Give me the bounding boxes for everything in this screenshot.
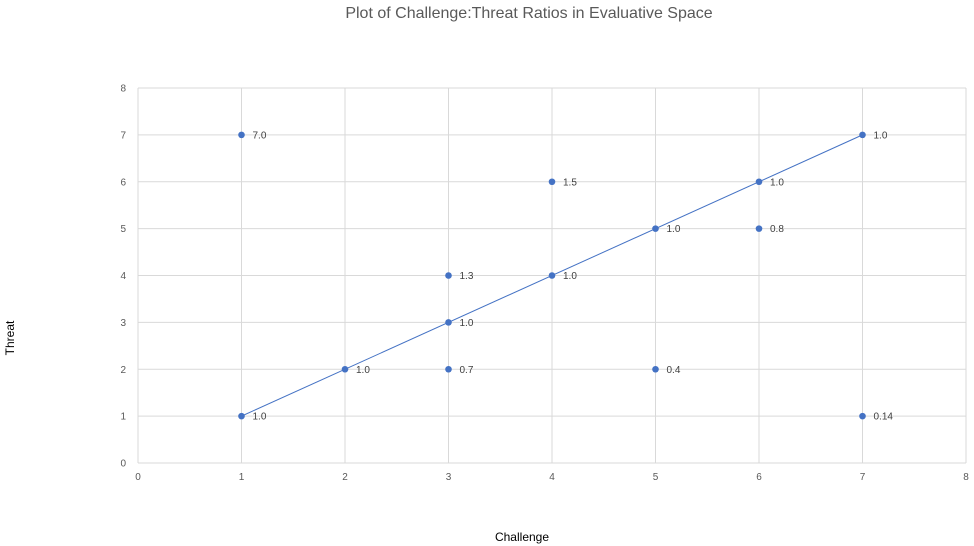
data-point — [548, 272, 556, 279]
x-tick-label: 1 — [239, 472, 245, 483]
data-point — [445, 272, 452, 279]
data-point — [445, 319, 452, 326]
x-tick-label: 3 — [446, 472, 452, 483]
y-tick-label: 2 — [120, 365, 126, 376]
data-label: 0.7 — [460, 365, 474, 376]
y-tick-label: 8 — [120, 84, 126, 95]
data-point — [859, 412, 866, 420]
data-label: 1.0 — [253, 412, 267, 423]
data-label: 1.0 — [563, 271, 577, 282]
x-tick-label: 6 — [756, 472, 762, 483]
data-label: 1.0 — [874, 130, 888, 141]
data-labels: 7.0 1.0 1.0 1.3 1.0 0.7 1.5 1.0 1.0 0.4 1.0 0.8 1.0 0… — [253, 130, 894, 422]
x-tick-label: 7 — [860, 472, 866, 483]
chart-title: Plot of Challenge:Threat Ratios in Evalu… — [345, 5, 712, 22]
data-label: 0.4 — [667, 365, 681, 376]
data-point — [238, 131, 245, 139]
x-tick-label: 8 — [963, 472, 969, 483]
data-point — [238, 412, 245, 420]
x-tick-label: 2 — [342, 472, 348, 483]
data-point — [859, 131, 866, 139]
data-label: 1.0 — [460, 318, 474, 329]
x-tick-label: 0 — [135, 472, 141, 483]
data-point — [341, 365, 349, 373]
data-label: 0.8 — [770, 224, 784, 235]
data-label: 1.0 — [770, 177, 784, 188]
x-tick-label: 5 — [653, 472, 659, 483]
data-label: 1.3 — [460, 271, 474, 282]
data-point — [445, 365, 452, 373]
y-axis-title: Threat — [3, 320, 17, 355]
data-label: 1.5 — [563, 177, 577, 188]
y-tick-label: 3 — [120, 318, 126, 329]
data-label: 7.0 — [253, 130, 267, 141]
x-axis-title: Challenge — [495, 530, 549, 544]
data-label: 1.0 — [356, 365, 370, 376]
tick-labels: 0 1 2 3 4 5 6 7 8 0 1 2 3 4 5 6 7 8 — [120, 84, 969, 484]
y-tick-label: 4 — [120, 271, 126, 282]
y-tick-label: 0 — [120, 459, 126, 470]
data-points — [238, 131, 866, 420]
y-tick-label: 1 — [120, 412, 126, 423]
x-tick-label: 4 — [549, 472, 555, 483]
data-point — [652, 365, 659, 373]
data-point — [652, 225, 659, 232]
data-point — [755, 178, 763, 186]
y-tick-label: 7 — [120, 130, 126, 141]
data-label: 0.14 — [874, 412, 894, 423]
data-point — [548, 178, 556, 186]
data-label: 1.0 — [667, 224, 681, 235]
y-tick-label: 6 — [120, 177, 126, 188]
data-point — [755, 225, 763, 232]
y-tick-label: 5 — [120, 224, 126, 235]
